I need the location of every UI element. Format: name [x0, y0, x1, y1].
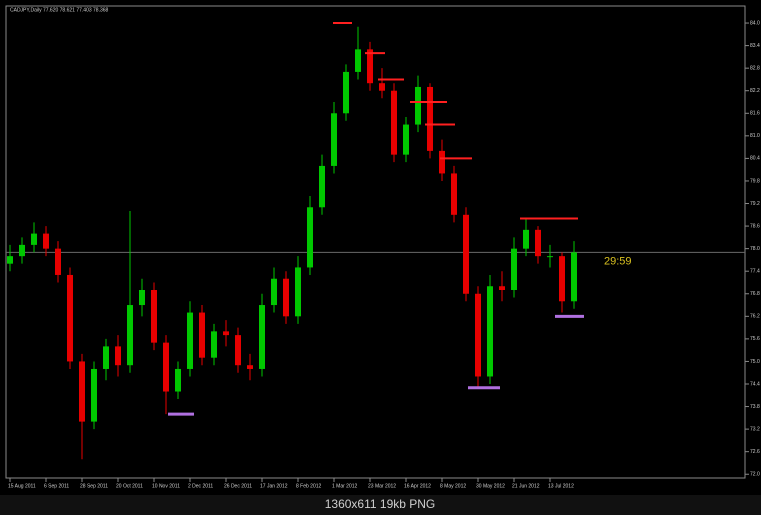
- candle-body: [7, 256, 13, 264]
- x-tick-label: 20 Oct 2011: [116, 483, 143, 489]
- y-tick-label: 81.6: [750, 111, 760, 117]
- chart-title: CADJPY,Daily 77.620 78.621 77.403 78.368: [10, 7, 109, 13]
- candle-body: [259, 305, 265, 369]
- candle-body: [31, 233, 37, 245]
- candle-body: [127, 305, 133, 366]
- candle-body: [91, 368, 97, 422]
- y-tick-label: 73.2: [750, 426, 760, 432]
- candle-body: [151, 290, 157, 343]
- candle-body: [427, 86, 433, 151]
- x-tick-label: 8 Feb 2012: [296, 483, 322, 489]
- x-tick-label: 13 Jul 2012: [548, 483, 574, 489]
- x-tick-label: 1 Mar 2012: [332, 483, 358, 489]
- candle-body: [199, 312, 205, 358]
- y-tick-label: 80.4: [750, 156, 760, 162]
- candle-body: [331, 113, 337, 166]
- candle-body: [523, 229, 529, 249]
- candle-body: [343, 71, 349, 114]
- y-tick-label: 73.8: [750, 404, 760, 410]
- y-tick-label: 78.6: [750, 223, 760, 229]
- footer-bar: [0, 495, 761, 515]
- x-tick-label: 23 Mar 2012: [368, 483, 396, 489]
- plot-frame: [5, 5, 746, 479]
- candle-body: [499, 286, 505, 290]
- candle-body: [163, 342, 169, 392]
- candle-body: [55, 248, 61, 275]
- y-tick-label: 76.8: [750, 291, 760, 297]
- candle-body: [403, 124, 409, 155]
- candle-body: [67, 274, 73, 362]
- y-tick-label: 78.0: [750, 246, 760, 252]
- candle-body: [211, 331, 217, 358]
- candle-body: [79, 361, 85, 422]
- candle-body: [355, 49, 361, 72]
- candle-body: [475, 293, 481, 377]
- candle-body: [115, 346, 121, 366]
- y-tick-label: 82.2: [750, 88, 760, 94]
- y-tick-label: 82.8: [750, 65, 760, 71]
- candle-body: [235, 335, 241, 366]
- y-tick-label: 72.6: [750, 449, 760, 455]
- candle-body: [463, 214, 469, 294]
- candle-body: [187, 312, 193, 369]
- y-tick-label: 84.0: [750, 20, 760, 26]
- candle-body: [319, 165, 325, 208]
- x-tick-label: 30 May 2012: [476, 483, 505, 489]
- candle-body: [559, 256, 565, 302]
- y-tick-label: 81.0: [750, 133, 760, 139]
- x-tick-label: 8 May 2012: [440, 483, 466, 489]
- candle-body: [175, 368, 181, 392]
- y-tick-label: 79.8: [750, 178, 760, 184]
- candle-body: [391, 90, 397, 155]
- candle-body: [283, 278, 289, 317]
- y-tick-label: 79.2: [750, 201, 760, 207]
- candle-body: [379, 83, 385, 91]
- x-tick-label: 10 Nov 2011: [152, 483, 180, 489]
- candle-body: [307, 207, 313, 268]
- candle-body: [139, 290, 145, 306]
- x-tick-label: 6 Sep 2011: [44, 483, 69, 489]
- candle-body: [535, 229, 541, 257]
- x-tick-label: 15 Aug 2011: [8, 483, 36, 489]
- candle-body: [223, 331, 229, 336]
- candle-body: [487, 286, 493, 377]
- y-tick-label: 77.4: [750, 269, 760, 275]
- y-tick-label: 75.6: [750, 336, 760, 342]
- timer: 29:59: [604, 255, 632, 267]
- candle-body: [103, 346, 109, 369]
- x-tick-label: 26 Dec 2011: [224, 483, 252, 489]
- candle-body: [271, 278, 277, 306]
- footer: 1360x611 19kb PNG: [325, 497, 436, 511]
- x-tick-label: 28 Sep 2011: [80, 483, 108, 489]
- y-tick-label: 76.2: [750, 314, 760, 320]
- candle-body: [295, 267, 301, 317]
- x-tick-label: 21 Jun 2012: [512, 483, 540, 489]
- candle-body: [451, 173, 457, 215]
- x-tick-label: 16 Apr 2012: [404, 483, 431, 489]
- y-tick-label: 72.0: [750, 472, 760, 478]
- y-tick-label: 75.0: [750, 359, 760, 365]
- y-tick-label: 83.4: [750, 43, 760, 49]
- candle-body: [19, 244, 25, 257]
- candle-body: [43, 233, 49, 249]
- x-tick-label: 17 Jan 2012: [260, 483, 288, 489]
- x-tick-label: 2 Dec 2011: [188, 483, 213, 489]
- candle-body: [511, 248, 517, 290]
- candle-body: [439, 150, 445, 174]
- candle-body: [247, 365, 253, 369]
- candle-body: [547, 256, 553, 258]
- candle-body: [415, 86, 421, 125]
- candle-body: [571, 252, 577, 302]
- y-tick-label: 74.4: [750, 381, 760, 387]
- candle-body: [367, 49, 373, 84]
